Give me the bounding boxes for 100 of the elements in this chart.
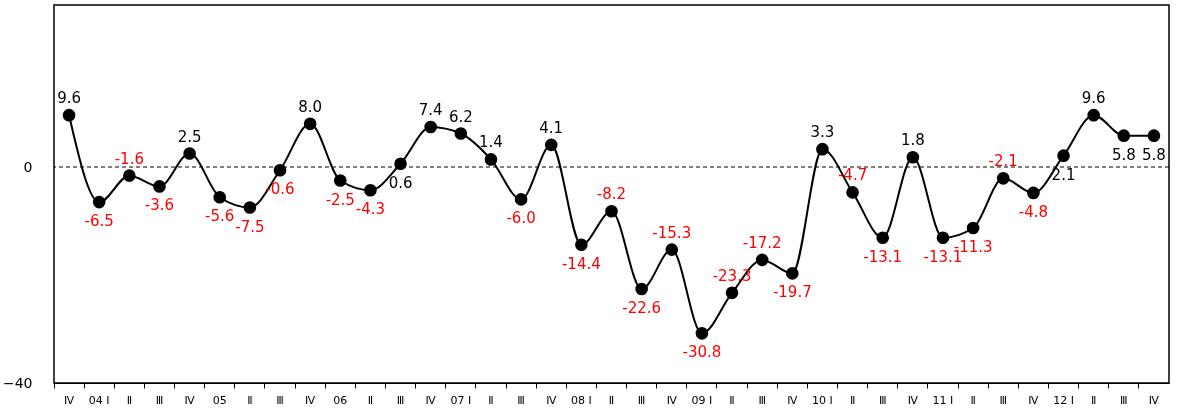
data-label: 1.8 [900,131,925,150]
data-label: -30.8 [682,343,722,362]
data-label: -17.2 [742,233,782,252]
point [755,253,769,267]
data-label: 9.6 [1081,89,1106,108]
data-label: -15.3 [652,223,692,242]
point [514,193,528,206]
data-label: 2.5 [177,127,202,146]
x-tick-label: Ⅳ [305,393,317,407]
x-tick-label: 04 Ⅰ [88,393,110,407]
point [424,120,438,134]
point [333,174,347,187]
x-tick-label: 12 Ⅰ [1053,393,1074,407]
x-tick-label: Ⅲ [155,393,164,407]
data-label: -19.7 [772,283,812,302]
x-tick-label: Ⅳ [1148,393,1160,407]
x-tick-label: Ⅲ [396,393,405,407]
point [605,204,618,218]
point [364,183,377,197]
x-tick-label: Ⅳ [425,393,437,407]
point [1147,129,1161,142]
data-label: -22.6 [622,299,662,318]
x-tick-label: Ⅳ [63,393,75,407]
data-label: -6.5 [84,212,114,231]
x-tick-label: Ⅳ [1028,393,1040,407]
point [695,327,709,340]
point [1087,108,1100,122]
point [1117,129,1131,142]
data-label: 9.6 [57,89,81,108]
x-tick-label: Ⅱ [970,393,976,407]
point [816,142,829,156]
x-tick-label: Ⅳ [787,393,799,407]
data-label: 8.0 [298,97,323,116]
data-label: -4.3 [355,200,386,219]
point [785,267,799,280]
data-label: 3.3 [810,123,835,142]
y-tick-label: 0 [23,158,33,175]
x-tick-label: 08 Ⅰ [570,393,592,407]
point [213,190,227,204]
x-tick-label: 05 [212,393,227,407]
data-label: -3.6 [144,196,175,215]
point [544,138,558,152]
x-tick-label: Ⅱ [367,393,374,407]
data-label: -2.5 [325,190,355,209]
point [906,150,920,164]
point [1057,149,1070,162]
x-tick-label: 07 Ⅰ [450,393,472,407]
x-tick-label: Ⅱ [1090,393,1097,407]
x-tick-label: Ⅲ [758,393,766,407]
data-label: -1.6 [114,149,144,168]
y-tick-label: −40 [2,374,33,391]
point [153,180,166,193]
data-label: -5.6 [205,207,235,226]
point [123,169,136,182]
x-tick-label: Ⅳ [546,393,558,407]
x-tick-label: Ⅳ [907,393,919,407]
x-tick-label: Ⅲ [878,393,887,407]
x-tick-label: Ⅲ [517,393,525,407]
data-label: 1.4 [479,133,503,152]
point [936,231,950,245]
point [303,117,317,131]
point [635,282,648,296]
x-tick-label: 06 [333,393,348,407]
data-label: -8.2 [596,185,627,204]
point [183,147,196,160]
x-tick-label: Ⅱ [247,393,253,407]
x-tick-label: Ⅱ [608,393,615,407]
x-tick-label: Ⅳ [184,393,196,407]
point [725,286,739,300]
x-tick-label: 11 Ⅰ [932,393,954,407]
x-tick-label: Ⅱ [488,393,494,407]
point [454,127,468,140]
x-tick-label: Ⅲ [637,393,646,407]
x-tick-label: Ⅲ [999,393,1008,407]
x-tick-label: Ⅲ [276,393,284,407]
x-tick-label: Ⅱ [849,393,856,407]
data-label: 6.2 [448,107,473,126]
data-label: -6.0 [506,209,536,228]
x-tick-label: 09 Ⅰ [691,393,713,407]
data-label: 5.8 [1111,145,1136,164]
data-label: 4.1 [539,118,564,137]
data-label: -7.5 [235,217,265,236]
point [665,243,679,256]
data-label: -0.6 [265,180,295,199]
point [62,108,76,122]
data-label: 7.4 [418,101,443,120]
point [92,195,106,209]
x-tick-label: Ⅲ [1120,393,1128,407]
data-label: 5.8 [1142,145,1166,164]
x-tick-label: Ⅳ [666,393,678,407]
x-tick-label: 10 Ⅰ [812,393,833,407]
data-label: -13.1 [863,247,903,266]
point [575,238,588,252]
point [966,221,980,235]
data-label: -2.1 [988,152,1018,171]
point [1027,186,1040,200]
x-tick-label: Ⅱ [126,393,133,407]
data-label: 0.6 [388,173,413,192]
point [996,172,1010,185]
point [243,201,257,214]
